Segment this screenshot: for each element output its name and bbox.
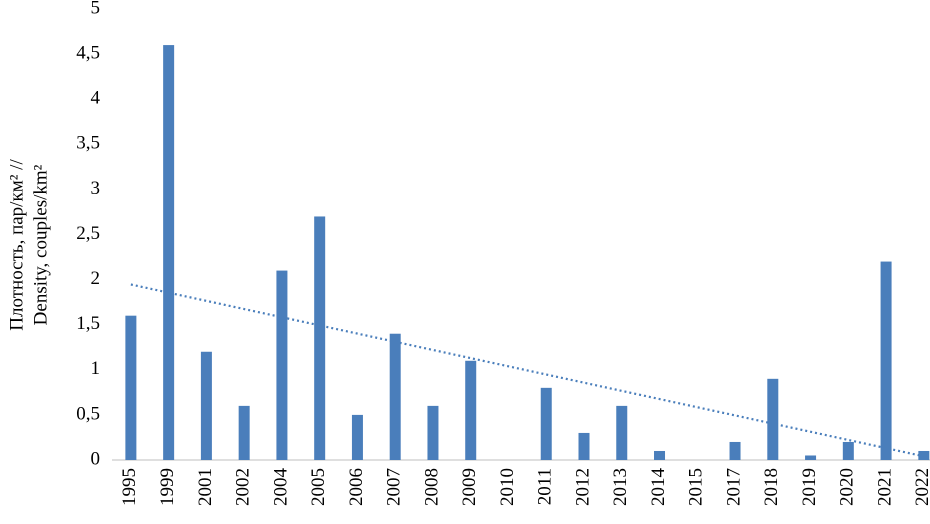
x-tick-label: 2020: [837, 468, 858, 506]
x-tick-label: 2002: [233, 468, 254, 506]
bar: [880, 261, 892, 460]
x-tick-label: 2007: [384, 468, 405, 506]
x-tick-label: 2017: [723, 468, 744, 506]
bar: [125, 315, 137, 460]
x-tick-label: 1995: [119, 468, 140, 506]
trend-line: [130, 283, 925, 458]
bar: [314, 216, 326, 460]
x-tick-label: 2015: [686, 468, 707, 506]
y-tick-label: 4: [91, 88, 101, 109]
y-tick-label: 1: [91, 358, 101, 379]
x-tick-label: 2009: [459, 468, 480, 506]
y-tick-label: 2,5: [76, 223, 100, 244]
bar: [276, 270, 288, 460]
bar: [654, 450, 666, 460]
x-tick-label: 2021: [874, 468, 895, 506]
bar: [163, 45, 175, 460]
bar: [805, 455, 817, 460]
x-tick-label: 2013: [610, 468, 631, 506]
x-tick-label: 2001: [195, 468, 216, 506]
bar: [427, 405, 439, 460]
bar: [578, 432, 590, 460]
bar: [200, 351, 212, 460]
y-tick-label: 0: [91, 448, 101, 469]
bar: [842, 441, 854, 460]
y-tick-label: 3: [91, 178, 101, 199]
x-tick-label: 2010: [497, 468, 518, 506]
x-tick-label: 2022: [912, 468, 930, 506]
x-tick-label: 2011: [535, 468, 556, 505]
x-tick-label: 2019: [799, 468, 820, 506]
bar: [767, 378, 779, 460]
y-tick-label: 4,5: [76, 42, 100, 63]
y-tick-label: 1,5: [76, 313, 100, 334]
y-axis-label: Density, couples/km²: [30, 164, 51, 325]
y-tick-label: 5: [91, 0, 101, 18]
bar: [540, 387, 552, 460]
bar: [351, 414, 363, 460]
x-tick-label: 2018: [761, 468, 782, 506]
x-tick-label: 2005: [308, 468, 329, 506]
x-tick-label: 2004: [270, 468, 291, 507]
y-axis-label: Плотность, пар/км² //: [6, 159, 27, 331]
x-tick-label: 2006: [346, 468, 367, 506]
bar: [729, 441, 741, 460]
bar: [238, 405, 250, 460]
bar: [389, 333, 401, 460]
x-tick-label: 2012: [572, 468, 593, 506]
x-tick-label: 2014: [648, 468, 669, 507]
y-tick-label: 2: [91, 268, 101, 289]
bar: [616, 405, 628, 460]
y-tick-label: 0,5: [76, 403, 100, 424]
y-tick-label: 3,5: [76, 133, 100, 154]
x-tick-label: 2008: [421, 468, 442, 506]
bar: [465, 360, 477, 460]
x-tick-label: 1999: [157, 468, 178, 506]
